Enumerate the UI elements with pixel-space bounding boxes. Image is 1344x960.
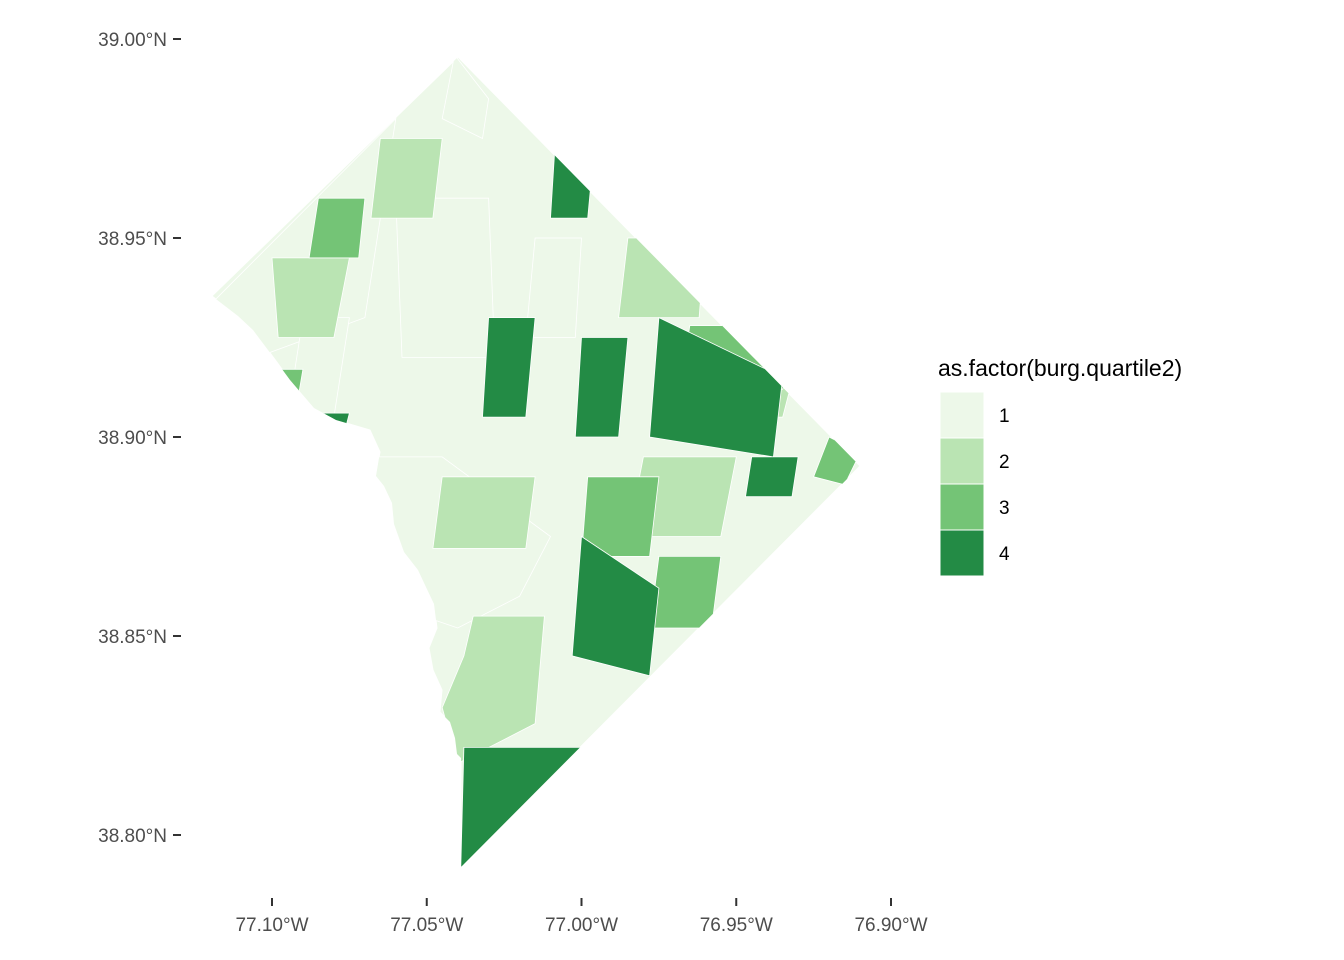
tract-quartile-3: [308, 197, 366, 259]
legend: as.factor(burg.quartile2) 1 2 3 4: [938, 355, 1182, 577]
legend-label-2: 2: [999, 452, 1010, 473]
legend-title: as.factor(burg.quartile2): [938, 355, 1182, 381]
x-tick-label: 76.95°W: [700, 915, 773, 936]
legend-key-3: [939, 483, 985, 531]
y-tick-label: 38.85°N: [98, 627, 167, 648]
legend-key-4: [939, 529, 985, 577]
y-tick-label: 39.00°N: [98, 30, 167, 51]
tract-quartile-2: [618, 237, 706, 319]
tract-quartile-2: [370, 138, 443, 219]
legend-label-1: 1: [999, 406, 1010, 427]
x-tick-label: 76.90°W: [854, 915, 927, 936]
tract-quartile-4: [745, 456, 799, 498]
tract-quartile-4: [302, 412, 350, 438]
x-axis: 77.10°W 77.05°W 77.00°W 76.95°W 76.90°W: [235, 898, 928, 936]
legend-key-2: [939, 437, 985, 485]
tract-quartile-1: [525, 237, 582, 338]
tract-quartile-3: [246, 368, 304, 406]
y-tick-label: 38.95°N: [98, 229, 167, 250]
tract-quartile-1: [441, 57, 490, 140]
x-tick-label: 77.00°W: [545, 915, 618, 936]
tract-quartile-4: [574, 337, 629, 438]
y-axis: 39.00°N 38.95°N 38.90°N 38.85°N 38.80°N: [98, 30, 181, 847]
legend-key-1: [939, 391, 985, 439]
legend-entries: 1 2 3 4: [939, 391, 1010, 577]
legend-label-4: 4: [999, 544, 1010, 565]
tract-quartile-4: [482, 317, 536, 418]
tract-quartile-3: [581, 476, 660, 557]
tract-quartile-1: [395, 197, 496, 358]
x-tick-label: 77.05°W: [390, 915, 463, 936]
tract-quartile-2: [432, 476, 536, 549]
tract-quartile-4: [571, 535, 660, 677]
y-tick-label: 38.90°N: [98, 428, 167, 449]
y-tick-label: 38.80°N: [98, 826, 167, 847]
legend-label-3: 3: [999, 498, 1010, 519]
map-panel: [211, 56, 861, 869]
x-tick-label: 77.10°W: [235, 915, 308, 936]
